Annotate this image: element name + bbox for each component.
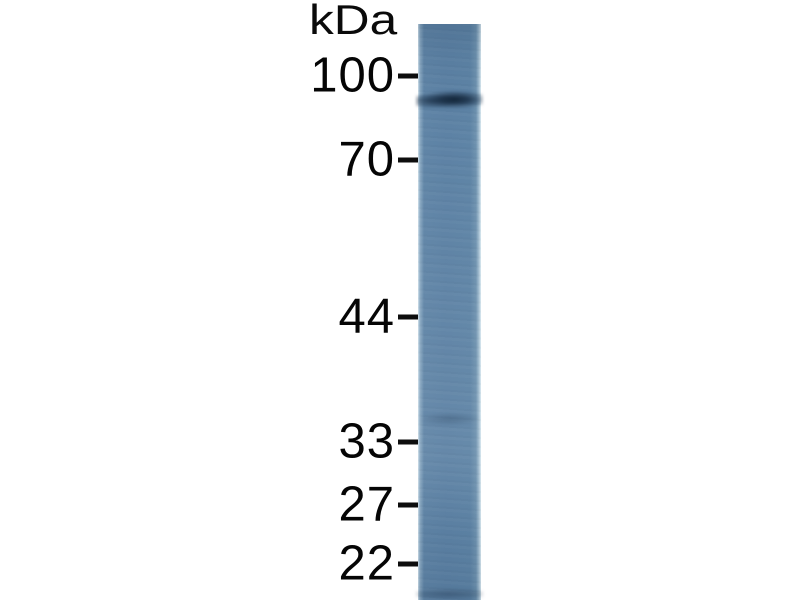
blot-lane <box>416 24 483 600</box>
marker-tick <box>398 502 422 508</box>
marker-row-70: 70 <box>338 132 422 187</box>
marker-tick <box>398 561 424 567</box>
protein-band-100kda <box>416 87 483 111</box>
marker-label: 70 <box>338 132 395 187</box>
marker-tick <box>398 314 422 320</box>
protein-band-faint <box>416 412 483 426</box>
marker-row-27: 27 <box>338 477 422 532</box>
marker-row-100: 100 <box>310 48 424 103</box>
marker-row-22: 22 <box>338 536 424 591</box>
unit-label: kDa <box>309 0 398 43</box>
marker-tick <box>398 157 422 163</box>
marker-label: 27 <box>338 477 395 532</box>
marker-label: 22 <box>338 536 395 591</box>
marker-label: 100 <box>310 48 395 103</box>
marker-tick <box>398 73 424 79</box>
marker-label: 33 <box>338 414 395 469</box>
marker-tick <box>398 439 422 445</box>
marker-row-33: 33 <box>338 414 422 469</box>
lane-bottom-smudge <box>416 588 483 599</box>
marker-row-44: 44 <box>338 289 422 344</box>
marker-label: 44 <box>338 289 395 344</box>
